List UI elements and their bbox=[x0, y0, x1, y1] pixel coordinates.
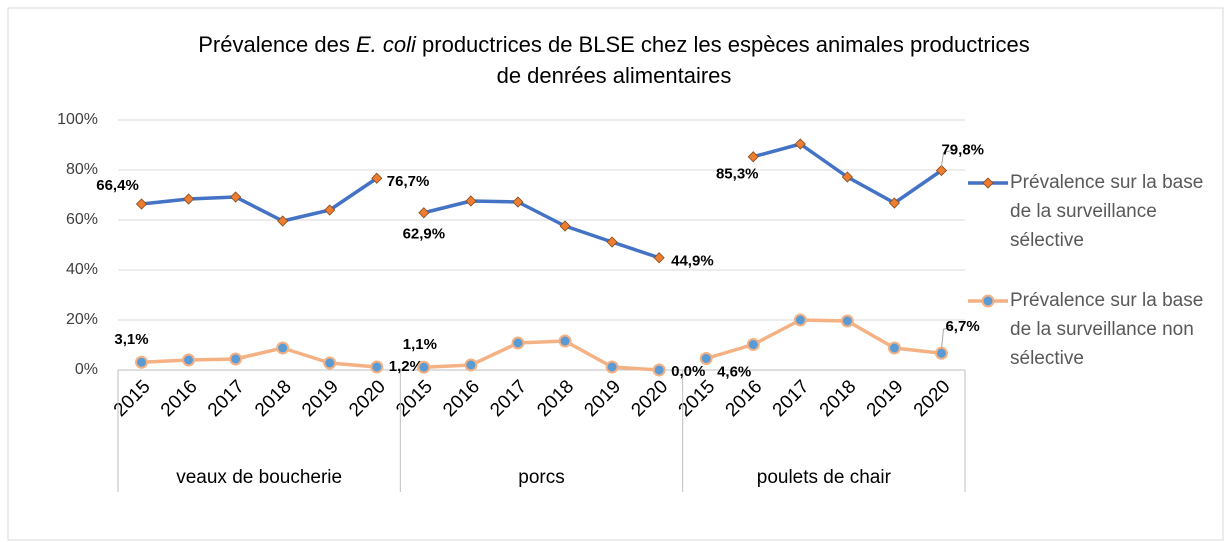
marker bbox=[793, 313, 807, 327]
data-label: 6,7% bbox=[945, 318, 979, 335]
title-part: productrices de BLSE chez les espèces an… bbox=[416, 32, 1030, 57]
marker bbox=[746, 338, 760, 351]
leader-line bbox=[940, 326, 952, 350]
marker bbox=[652, 363, 666, 377]
series-line bbox=[141, 346, 377, 369]
series-line bbox=[705, 318, 942, 361]
chart-title: de denrées alimentaires bbox=[497, 63, 732, 88]
y-tick-label: 100% bbox=[57, 111, 98, 128]
marker bbox=[182, 353, 196, 367]
legend-label: Prévalence sur la base de la surveillanc… bbox=[1010, 172, 1204, 251]
marker bbox=[887, 341, 901, 355]
data-label: 76,7% bbox=[387, 173, 430, 190]
marker bbox=[888, 197, 900, 209]
marker bbox=[323, 356, 337, 370]
marker bbox=[230, 191, 242, 203]
marker bbox=[841, 171, 853, 183]
marker bbox=[418, 207, 430, 219]
y-tick-label: 0% bbox=[75, 361, 98, 378]
marker bbox=[276, 341, 290, 355]
marker bbox=[605, 360, 619, 374]
marker bbox=[794, 138, 806, 150]
data-label: 4,6% bbox=[717, 363, 751, 380]
y-tick-label: 20% bbox=[66, 311, 98, 328]
marker bbox=[606, 236, 618, 248]
chart-title: Prévalence des E. coli productrices de B… bbox=[198, 32, 1030, 57]
marker bbox=[465, 195, 477, 207]
marker bbox=[135, 198, 148, 210]
marker bbox=[417, 360, 431, 374]
chart-border bbox=[7, 7, 1224, 541]
marker bbox=[464, 358, 478, 372]
marker bbox=[229, 352, 243, 366]
y-tick-label: 80% bbox=[66, 161, 98, 178]
data-label: 66,4% bbox=[96, 177, 139, 194]
data-label: 62,9% bbox=[403, 226, 446, 243]
marker bbox=[371, 172, 383, 184]
marker bbox=[747, 151, 759, 163]
marker bbox=[982, 177, 994, 189]
marker bbox=[511, 336, 525, 350]
marker bbox=[135, 355, 149, 369]
leader-line bbox=[940, 150, 952, 167]
marker bbox=[512, 196, 524, 208]
marker bbox=[183, 193, 195, 205]
title-part: Prévalence des bbox=[198, 32, 356, 57]
data-label: 44,9% bbox=[671, 253, 714, 270]
data-label: 0,0% bbox=[671, 363, 705, 380]
marker bbox=[699, 352, 713, 365]
data-label: 1,1% bbox=[403, 336, 437, 353]
data-label: 85,3% bbox=[716, 166, 759, 183]
y-tick-label: 60% bbox=[66, 211, 98, 228]
marker bbox=[559, 220, 571, 232]
marker bbox=[324, 204, 336, 216]
legend-label: Prévalence sur la base de la surveillanc… bbox=[1010, 290, 1204, 369]
marker bbox=[981, 294, 995, 308]
series-line bbox=[141, 176, 378, 223]
title-part: de denrées alimentaires bbox=[497, 63, 732, 88]
data-label: 3,1% bbox=[114, 331, 148, 348]
data-label: 79,8% bbox=[941, 141, 984, 158]
y-tick-label: 40% bbox=[66, 261, 98, 278]
marker bbox=[277, 215, 289, 227]
marker bbox=[558, 334, 572, 348]
group-label: veaux de boucherie bbox=[176, 467, 342, 488]
marker bbox=[934, 346, 948, 360]
title-part: E. coli bbox=[356, 32, 417, 57]
marker bbox=[653, 252, 665, 264]
series-line bbox=[423, 199, 660, 260]
data-label: 1,2% bbox=[389, 358, 423, 375]
series-line bbox=[423, 339, 660, 372]
marker bbox=[935, 164, 948, 177]
group-label: porcs bbox=[518, 467, 564, 488]
marker bbox=[840, 314, 854, 328]
marker bbox=[370, 360, 384, 374]
group-label: poulets de chair bbox=[757, 467, 892, 488]
